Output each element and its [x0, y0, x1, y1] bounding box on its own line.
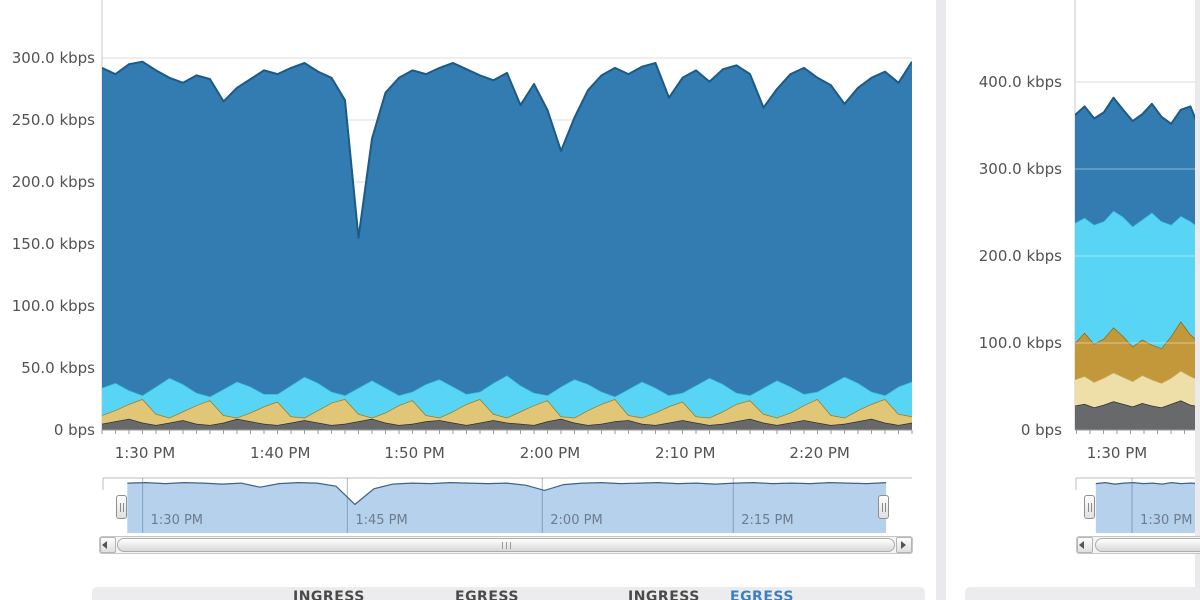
- nav-scrollbar-panel2[interactable]: [1076, 536, 1200, 554]
- y-axis-label: 300.0 kbps: [12, 49, 95, 67]
- scrollbar-thumb-panel1[interactable]: [117, 538, 895, 552]
- left-chart-graphics: 300.0 kbps 250.0 kbps 200.0 kbps 150.0 kbps…: [12, 0, 913, 533]
- nav-left-handle-panel1[interactable]: [116, 495, 127, 519]
- navigator-time-label: 2:00 PM: [550, 513, 602, 528]
- area-series-blue: [102, 61, 912, 397]
- y-axis-label: 100.0 kbps: [12, 297, 95, 315]
- panel-divider-right: [1195, 0, 1200, 600]
- area-series-blue-edge: [1075, 96, 1200, 131]
- legend-item-ingress-1[interactable]: INGRESS: [293, 589, 365, 600]
- area-series-cyan: [1075, 210, 1200, 349]
- y-axis-label: 250.0 kbps: [12, 111, 95, 129]
- legend-item-egress-2[interactable]: EGRESS: [730, 589, 794, 600]
- panel-divider: [936, 0, 946, 600]
- scroll-right-arrow-icon[interactable]: [896, 537, 912, 553]
- navigator-time-label: 1:30 PM: [1140, 513, 1192, 528]
- navigator-time-label: 1:45 PM: [355, 513, 407, 528]
- legend-strip-panel2: [965, 587, 1200, 600]
- nav-scrollbar-panel1[interactable]: [99, 536, 913, 554]
- area-stack: [102, 60, 912, 430]
- scroll-left-arrow-icon[interactable]: [1077, 537, 1093, 553]
- legend-item-ingress-2[interactable]: INGRESS: [628, 589, 700, 600]
- area-series-cyan: [102, 375, 912, 418]
- nav-right-handle-panel1[interactable]: [878, 495, 889, 519]
- y-axis-label: 0 bps: [54, 421, 95, 439]
- area-stack: [1075, 96, 1200, 430]
- navigator-area: [1095, 482, 1200, 533]
- y-axis-label: 50.0 kbps: [21, 359, 95, 377]
- x-axis-label: 1:30 PM: [1087, 444, 1147, 462]
- x-axis-label: 2:20 PM: [789, 444, 849, 462]
- navigator-time-label: 1:30 PM: [151, 513, 203, 528]
- legend-strip-panel1: INGRESS EGRESS INGRESS EGRESS: [92, 587, 925, 600]
- navigator-time-label: 2:15 PM: [741, 513, 793, 528]
- navigator-area: [127, 482, 887, 533]
- y-axis-label: 200.0 kbps: [12, 173, 95, 191]
- area-series-blue: [1075, 97, 1200, 229]
- x-axis-label: 1:30 PM: [115, 444, 175, 462]
- y-axis-label: 200.0 kbps: [979, 247, 1062, 265]
- area-series-gray: [1075, 400, 1200, 430]
- x-axis-label: 2:00 PM: [520, 444, 580, 462]
- x-axis-label: 2:10 PM: [655, 444, 715, 462]
- scroll-left-arrow-icon[interactable]: [100, 537, 116, 553]
- navigator-area-edge: [1095, 481, 1200, 485]
- y-axis-label: 0 bps: [1021, 421, 1062, 439]
- y-axis-label: 300.0 kbps: [979, 160, 1062, 178]
- x-axis-label: 1:40 PM: [250, 444, 310, 462]
- right-chart-graphics: 400.0 kbps 300.0 kbps 200.0 kbps 100.0 kbps…: [979, 0, 1200, 533]
- x-axis-label: 1:50 PM: [384, 444, 444, 462]
- legend-item-egress-1[interactable]: EGRESS: [455, 589, 519, 600]
- nav-left-handle-panel2[interactable]: [1084, 495, 1095, 519]
- y-axis-label: 150.0 kbps: [12, 235, 95, 253]
- area-series-blue-edge: [102, 60, 912, 239]
- y-axis-label: 400.0 kbps: [979, 73, 1062, 91]
- area-series-gray: [102, 418, 912, 430]
- navigator-area-edge: [127, 481, 887, 506]
- y-axis-label: 100.0 kbps: [979, 334, 1062, 352]
- area-series-gold: [102, 399, 912, 425]
- scrollbar-thumb-panel2[interactable]: [1095, 538, 1200, 552]
